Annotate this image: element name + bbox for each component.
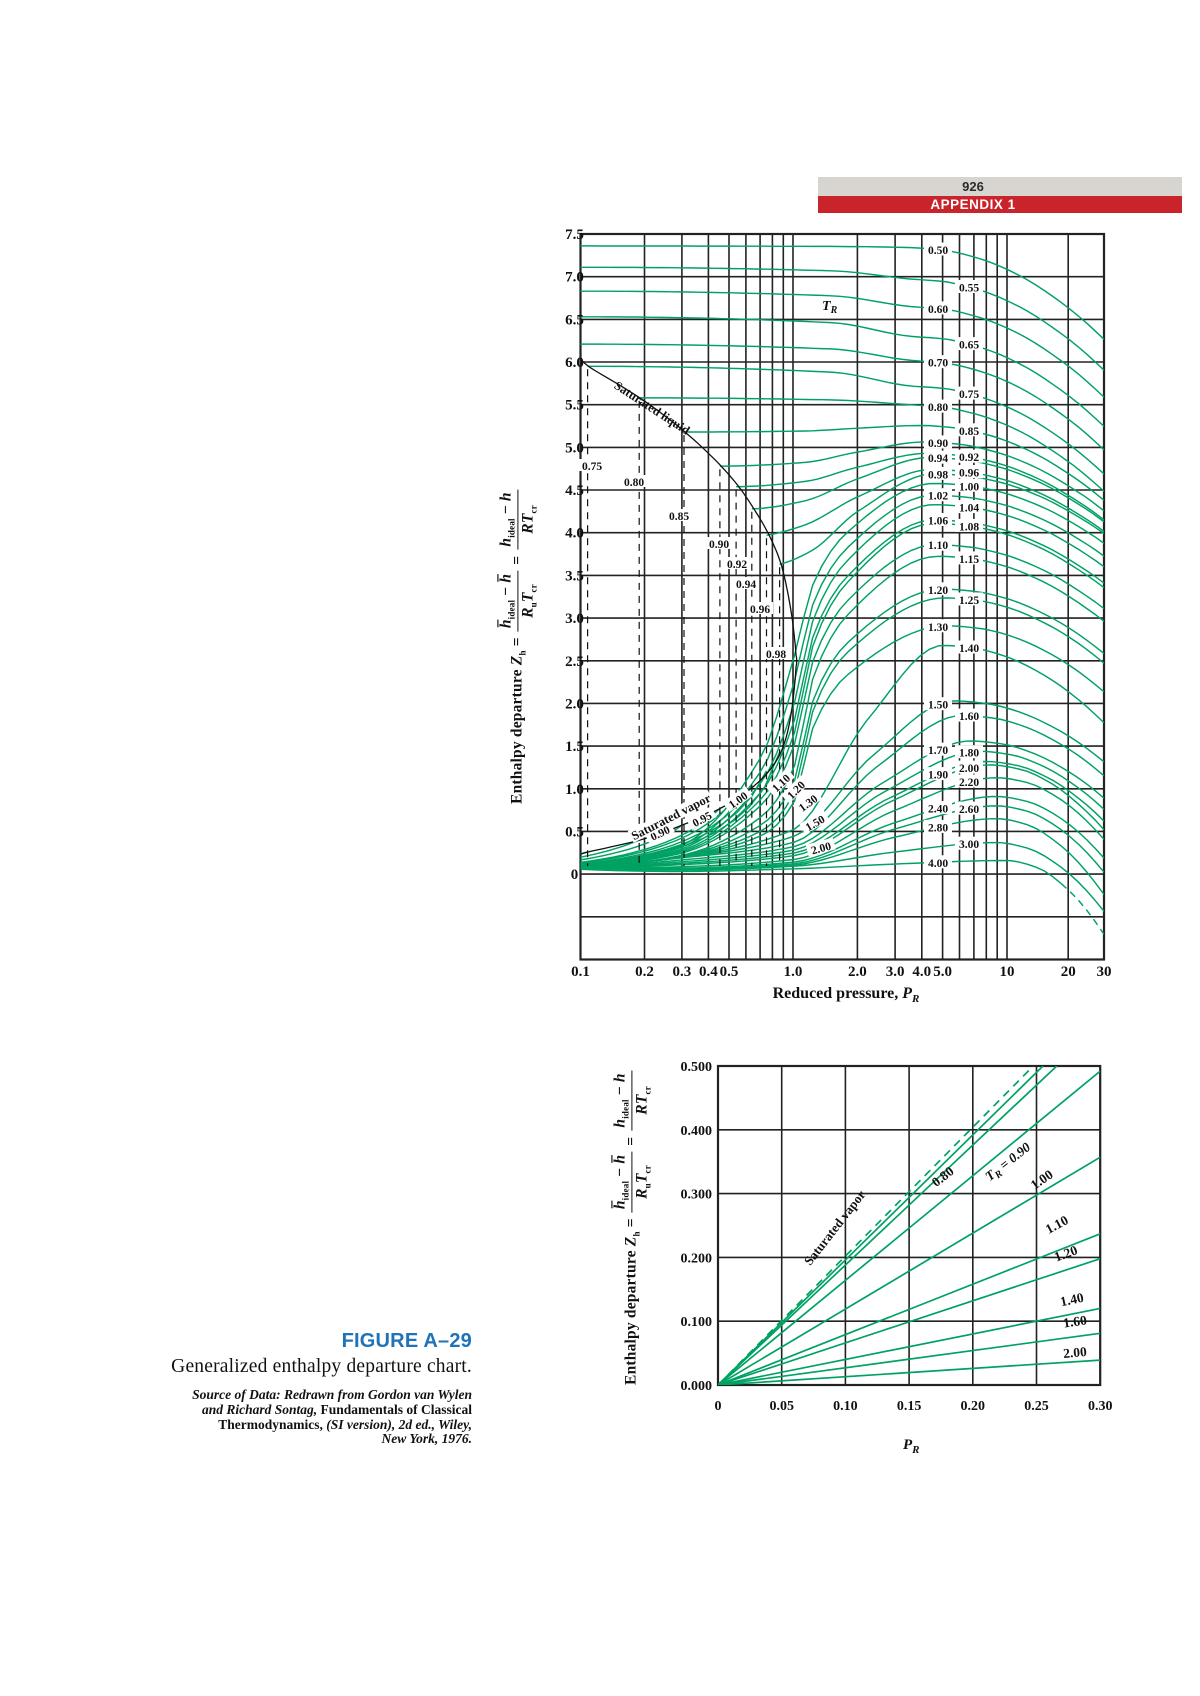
svg-text:1.04: 1.04	[959, 503, 979, 515]
svg-text:0.94: 0.94	[736, 579, 756, 591]
svg-text:3.0: 3.0	[565, 611, 584, 627]
svg-text:10: 10	[1000, 964, 1015, 980]
svg-text:1.08: 1.08	[959, 521, 979, 533]
svg-text:20: 20	[1061, 964, 1076, 980]
svg-text:1.06: 1.06	[928, 516, 948, 528]
svg-text:0.1: 0.1	[571, 964, 590, 980]
svg-text:0.98: 0.98	[928, 469, 948, 481]
svg-text:1.20: 1.20	[928, 585, 948, 597]
svg-text:1.20: 1.20	[1052, 1242, 1080, 1264]
svg-text:2.20: 2.20	[959, 777, 979, 789]
svg-text:0.25: 0.25	[1024, 1399, 1049, 1414]
svg-text:2.00: 2.00	[810, 841, 833, 858]
svg-text:5.0: 5.0	[933, 964, 952, 980]
svg-text:3.0: 3.0	[886, 964, 905, 980]
svg-text:0: 0	[571, 867, 579, 883]
svg-text:1.5: 1.5	[565, 739, 584, 755]
svg-text:1.60: 1.60	[959, 711, 979, 723]
svg-text:0.20: 0.20	[961, 1399, 986, 1414]
svg-text:4.00: 4.00	[928, 858, 948, 870]
svg-text:1.90: 1.90	[928, 770, 948, 782]
svg-text:1.15: 1.15	[959, 554, 979, 566]
svg-text:1.0: 1.0	[784, 964, 803, 980]
svg-text:0.80: 0.80	[624, 477, 644, 489]
svg-text:2.0: 2.0	[565, 696, 584, 712]
svg-text:0.90: 0.90	[709, 539, 729, 551]
svg-text:0.96: 0.96	[959, 468, 979, 480]
svg-text:1.10: 1.10	[928, 540, 948, 552]
svg-text:0.75: 0.75	[582, 461, 602, 473]
svg-text:0.2: 0.2	[635, 964, 654, 980]
svg-text:Saturated liquid: Saturated liquid	[612, 378, 693, 437]
svg-text:1.30: 1.30	[928, 622, 948, 634]
svg-text:0.80: 0.80	[928, 402, 948, 414]
svg-text:4.5: 4.5	[565, 483, 584, 499]
svg-text:0.30: 0.30	[1088, 1399, 1113, 1414]
svg-text:0.60: 0.60	[928, 304, 948, 316]
svg-text:6.0: 6.0	[565, 355, 584, 371]
svg-text:0.75: 0.75	[959, 389, 979, 401]
svg-text:7.5: 7.5	[565, 227, 584, 243]
svg-text:0.05: 0.05	[769, 1399, 794, 1414]
svg-text:0.15: 0.15	[897, 1399, 922, 1414]
svg-text:2.40: 2.40	[928, 804, 948, 816]
svg-text:1.80: 1.80	[959, 748, 979, 760]
svg-text:Reduced pressure, PR: Reduced pressure, PR	[773, 985, 920, 1005]
svg-text:0.98: 0.98	[766, 649, 786, 661]
svg-text:2.00: 2.00	[1063, 1344, 1088, 1361]
svg-text:2.5: 2.5	[565, 654, 584, 670]
svg-text:6.5: 6.5	[565, 312, 584, 328]
svg-text:0.65: 0.65	[959, 340, 979, 352]
svg-text:1.02: 1.02	[928, 491, 948, 503]
svg-text:0.90: 0.90	[928, 438, 948, 450]
svg-text:0.5: 0.5	[720, 964, 739, 980]
svg-text:0.300: 0.300	[681, 1188, 713, 1203]
svg-text:5.5: 5.5	[565, 398, 584, 414]
svg-text:0.80: 0.80	[929, 1163, 957, 1190]
svg-text:2.80: 2.80	[928, 822, 948, 834]
svg-text:0.85: 0.85	[669, 511, 689, 523]
svg-text:7.0: 7.0	[565, 270, 584, 286]
svg-text:0.400: 0.400	[681, 1124, 713, 1139]
svg-text:0.70: 0.70	[928, 358, 948, 370]
svg-text:1.40: 1.40	[959, 643, 979, 655]
svg-text:0.100: 0.100	[681, 1315, 713, 1330]
svg-text:0.55: 0.55	[959, 283, 979, 295]
svg-text:1.60: 1.60	[1062, 1312, 1088, 1330]
svg-text:4.0: 4.0	[565, 526, 584, 542]
svg-text:TR: TR	[822, 299, 838, 316]
svg-text:4.0: 4.0	[912, 964, 931, 980]
svg-text:2.0: 2.0	[848, 964, 867, 980]
svg-text:0.500: 0.500	[681, 1060, 713, 1075]
svg-text:0: 0	[715, 1399, 722, 1414]
svg-text:2.60: 2.60	[959, 804, 979, 816]
svg-text:Saturated vapor: Saturated vapor	[801, 1187, 869, 1268]
svg-text:0.200: 0.200	[681, 1251, 713, 1266]
svg-text:2.00: 2.00	[959, 763, 979, 775]
svg-text:1.10: 1.10	[1043, 1212, 1071, 1236]
svg-text:5.0: 5.0	[565, 440, 584, 456]
svg-text:0.92: 0.92	[959, 452, 979, 464]
svg-text:1.70: 1.70	[928, 745, 948, 757]
svg-text:0.3: 0.3	[673, 964, 692, 980]
svg-text:PR: PR	[903, 1437, 920, 1456]
svg-text:0.85: 0.85	[959, 426, 979, 438]
svg-text:3.5: 3.5	[565, 568, 584, 584]
svg-text:0.4: 0.4	[699, 964, 718, 980]
svg-text:1.0: 1.0	[565, 782, 584, 798]
svg-text:0.50: 0.50	[928, 245, 948, 257]
svg-text:1.00: 1.00	[1028, 1167, 1056, 1193]
svg-text:1.40: 1.40	[1059, 1290, 1085, 1310]
svg-text:0.5: 0.5	[565, 824, 584, 840]
svg-text:3.00: 3.00	[959, 839, 979, 851]
svg-text:30: 30	[1097, 964, 1112, 980]
svg-text:0.94: 0.94	[928, 453, 948, 465]
svg-text:0.92: 0.92	[727, 559, 747, 571]
svg-text:0.10: 0.10	[833, 1399, 858, 1414]
svg-text:0.000: 0.000	[681, 1379, 713, 1394]
svg-text:1.00: 1.00	[959, 481, 979, 493]
svg-text:1.25: 1.25	[959, 595, 979, 607]
svg-text:0.96: 0.96	[750, 604, 770, 616]
svg-text:1.50: 1.50	[928, 700, 948, 712]
